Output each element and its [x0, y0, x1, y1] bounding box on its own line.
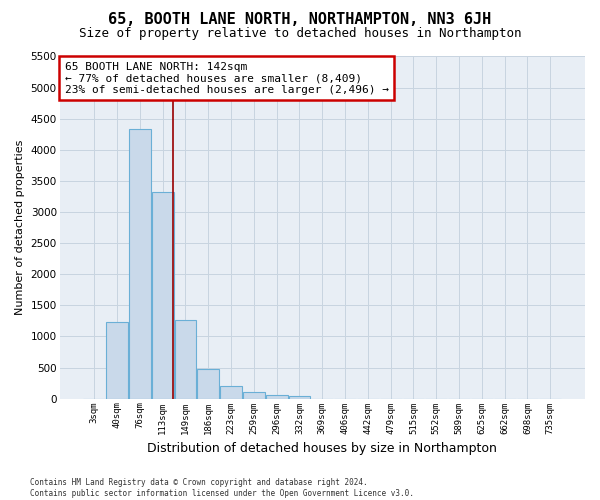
X-axis label: Distribution of detached houses by size in Northampton: Distribution of detached houses by size …	[148, 442, 497, 455]
Text: 65, BOOTH LANE NORTH, NORTHAMPTON, NN3 6JH: 65, BOOTH LANE NORTH, NORTHAMPTON, NN3 6…	[109, 12, 491, 28]
Bar	[243, 392, 265, 398]
Bar	[289, 396, 310, 398]
Bar	[129, 130, 151, 398]
Bar	[175, 320, 196, 398]
Bar	[266, 395, 287, 398]
Text: 65 BOOTH LANE NORTH: 142sqm
← 77% of detached houses are smaller (8,409)
23% of : 65 BOOTH LANE NORTH: 142sqm ← 77% of det…	[65, 62, 389, 95]
Bar	[220, 386, 242, 398]
Text: Size of property relative to detached houses in Northampton: Size of property relative to detached ho…	[79, 28, 521, 40]
Text: Contains HM Land Registry data © Crown copyright and database right 2024.
Contai: Contains HM Land Registry data © Crown c…	[30, 478, 414, 498]
Bar	[197, 369, 219, 398]
Y-axis label: Number of detached properties: Number of detached properties	[15, 140, 25, 316]
Bar	[106, 322, 128, 398]
Bar	[152, 192, 173, 398]
